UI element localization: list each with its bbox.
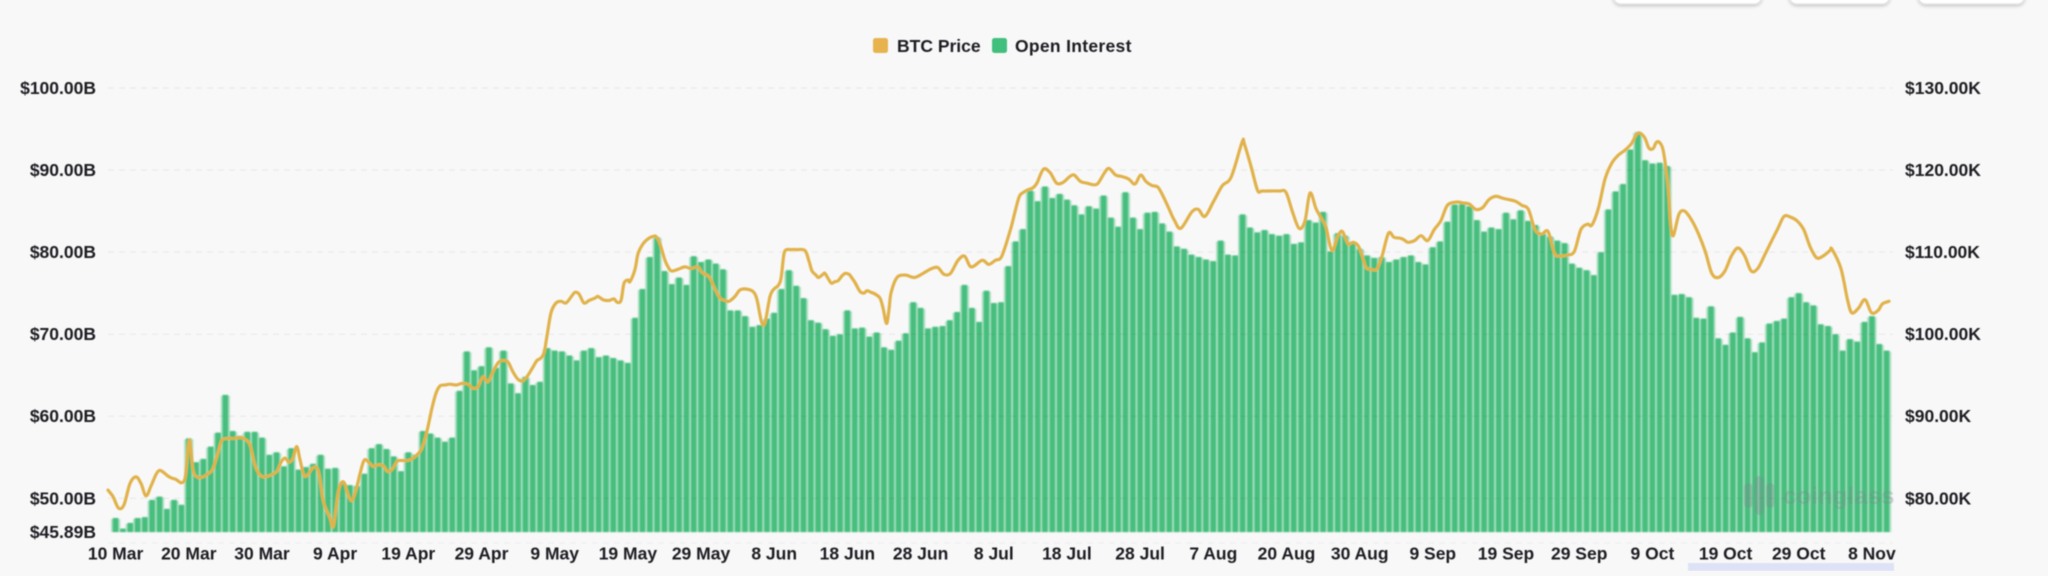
svg-text:19 May: 19 May — [599, 544, 658, 564]
svg-text:19 Oct: 19 Oct — [1699, 544, 1753, 564]
svg-text:$45.89B: $45.89B — [30, 522, 96, 542]
svg-text:$120.00K: $120.00K — [1905, 160, 1981, 180]
svg-text:28 Jul: 28 Jul — [1115, 544, 1165, 564]
svg-text:29 Apr: 29 Apr — [455, 544, 509, 564]
svg-text:$50.00B: $50.00B — [30, 488, 96, 508]
svg-text:28 Jun: 28 Jun — [893, 544, 948, 564]
svg-text:coinglass: coinglass — [1783, 483, 1895, 510]
svg-text:Open Interest: Open Interest — [1015, 36, 1132, 56]
svg-text:9 Sep: 9 Sep — [1409, 544, 1456, 564]
svg-text:$80.00B: $80.00B — [30, 242, 96, 262]
svg-text:20 Mar: 20 Mar — [161, 544, 217, 564]
svg-text:9 Oct: 9 Oct — [1631, 544, 1675, 564]
svg-text:20 Aug: 20 Aug — [1258, 544, 1316, 564]
svg-text:$90.00K: $90.00K — [1905, 406, 1972, 426]
svg-text:30 Mar: 30 Mar — [234, 544, 290, 564]
svg-text:18 Jun: 18 Jun — [820, 544, 875, 564]
svg-text:8 Jul: 8 Jul — [974, 544, 1014, 564]
svg-text:8 Nov: 8 Nov — [1848, 544, 1896, 564]
svg-text:19 Apr: 19 Apr — [381, 544, 435, 564]
svg-text:10 Mar: 10 Mar — [88, 544, 144, 564]
svg-text:19 Sep: 19 Sep — [1478, 544, 1534, 564]
svg-text:$80.00K: $80.00K — [1905, 488, 1972, 508]
svg-text:29 Sep: 29 Sep — [1551, 544, 1607, 564]
svg-text:8 Jun: 8 Jun — [751, 544, 797, 564]
svg-text:BTC Price: BTC Price — [897, 36, 981, 56]
svg-text:9 Apr: 9 Apr — [313, 544, 357, 564]
svg-text:18 Jul: 18 Jul — [1042, 544, 1092, 564]
svg-text:9 May: 9 May — [530, 544, 579, 564]
svg-text:$100.00B: $100.00B — [20, 78, 96, 98]
svg-text:$70.00B: $70.00B — [30, 324, 96, 344]
svg-text:$90.00B: $90.00B — [30, 160, 96, 180]
svg-text:$100.00K: $100.00K — [1905, 324, 1981, 344]
svg-text:$130.00K: $130.00K — [1905, 78, 1981, 98]
svg-text:$60.00B: $60.00B — [30, 406, 96, 426]
svg-text:$110.00K: $110.00K — [1905, 242, 1980, 262]
svg-text:29 Oct: 29 Oct — [1772, 544, 1826, 564]
svg-text:29 May: 29 May — [672, 544, 731, 564]
svg-text:30 Aug: 30 Aug — [1331, 544, 1389, 564]
svg-text:7 Aug: 7 Aug — [1189, 544, 1237, 564]
